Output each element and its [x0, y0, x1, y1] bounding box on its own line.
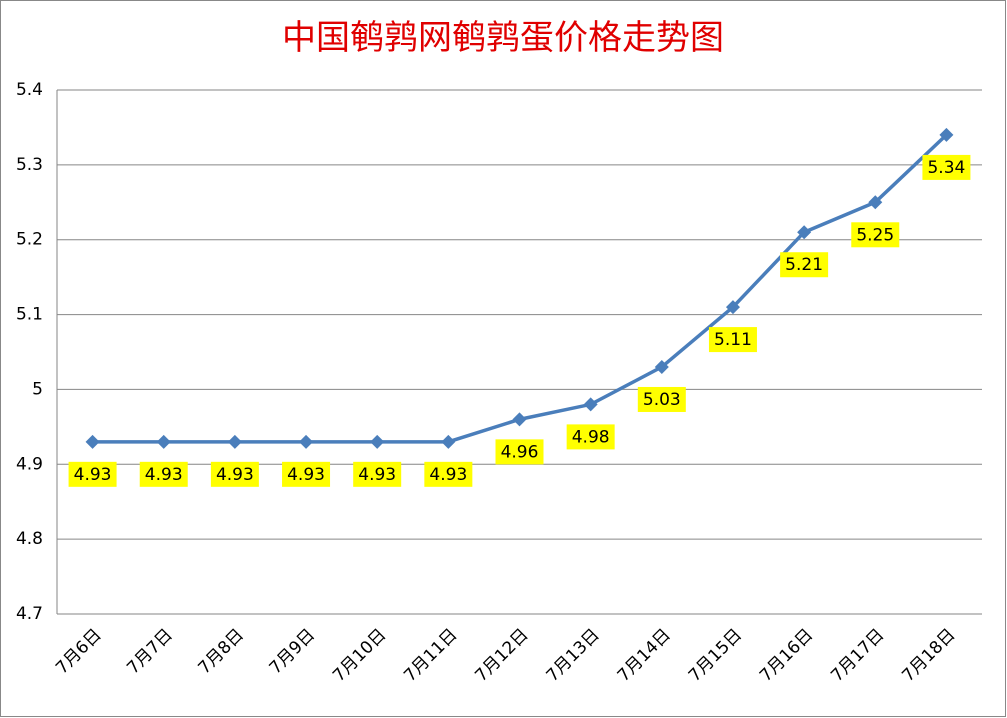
data-label-bg [922, 154, 971, 180]
y-tick-label: 4.9 [16, 454, 43, 474]
marker [868, 195, 883, 210]
data-label-bg [353, 461, 402, 487]
data-label: 4.93 [282, 461, 331, 487]
data-label-bg [495, 439, 544, 465]
data-label: 5.11 [708, 327, 757, 353]
marker [654, 359, 669, 374]
data-label: 4.98 [566, 424, 615, 450]
data-label-text: 4.96 [501, 442, 539, 462]
data-label: 5.34 [922, 154, 971, 180]
data-label-text: 4.93 [216, 465, 254, 485]
data-label-text: 4.93 [358, 465, 396, 485]
y-tick-label: 5.2 [16, 230, 43, 250]
data-label: 4.93 [139, 461, 188, 487]
data-label: 5.03 [637, 386, 686, 412]
data-label-text: 4.93 [429, 465, 467, 485]
data-label: 5.21 [780, 252, 829, 278]
data-label-text: 4.93 [287, 465, 325, 485]
marker [797, 225, 812, 240]
data-label: 4.93 [210, 461, 259, 487]
marker [939, 127, 954, 142]
marker [85, 434, 100, 449]
data-label-text: 5.21 [785, 255, 823, 275]
data-label-bg [851, 222, 900, 248]
data-label-text: 5.34 [927, 158, 965, 178]
data-label: 4.93 [68, 461, 117, 487]
data-label-bg [210, 461, 259, 487]
data-label-text: 5.25 [856, 225, 894, 245]
data-label-text: 4.98 [572, 427, 610, 447]
data-label-text: 5.03 [643, 390, 681, 410]
data-label-bg [780, 252, 829, 278]
data-label-bg [708, 327, 757, 353]
data-label-text: 5.11 [714, 330, 752, 350]
chart-title: 中国鹌鹑网鹌鹑蛋价格走势图 [282, 18, 724, 58]
data-label-bg [637, 386, 686, 412]
y-tick-label: 4.8 [16, 529, 43, 549]
data-label: 4.96 [495, 439, 544, 465]
marker [512, 412, 527, 427]
y-tick-label: 4.7 [16, 604, 43, 624]
data-label-bg [139, 461, 188, 487]
marker [441, 434, 456, 449]
data-label: 4.93 [424, 461, 473, 487]
y-tick-label: 5.4 [16, 80, 43, 100]
y-tick-label: 5.1 [16, 305, 43, 325]
data-label-bg [566, 424, 615, 450]
data-label-text: 4.93 [74, 465, 112, 485]
y-tick-label: 5 [32, 379, 43, 399]
data-label-bg [424, 461, 473, 487]
y-tick-label: 5.3 [16, 155, 43, 175]
data-label-bg [282, 461, 331, 487]
data-label-text: 4.93 [145, 465, 183, 485]
data-label: 5.25 [851, 222, 900, 248]
marker [156, 434, 171, 449]
marker [725, 300, 740, 315]
data-label-bg [68, 461, 117, 487]
marker [299, 434, 314, 449]
marker [583, 397, 598, 412]
marker [227, 434, 242, 449]
data-label: 4.93 [353, 461, 402, 487]
marker [370, 434, 385, 449]
